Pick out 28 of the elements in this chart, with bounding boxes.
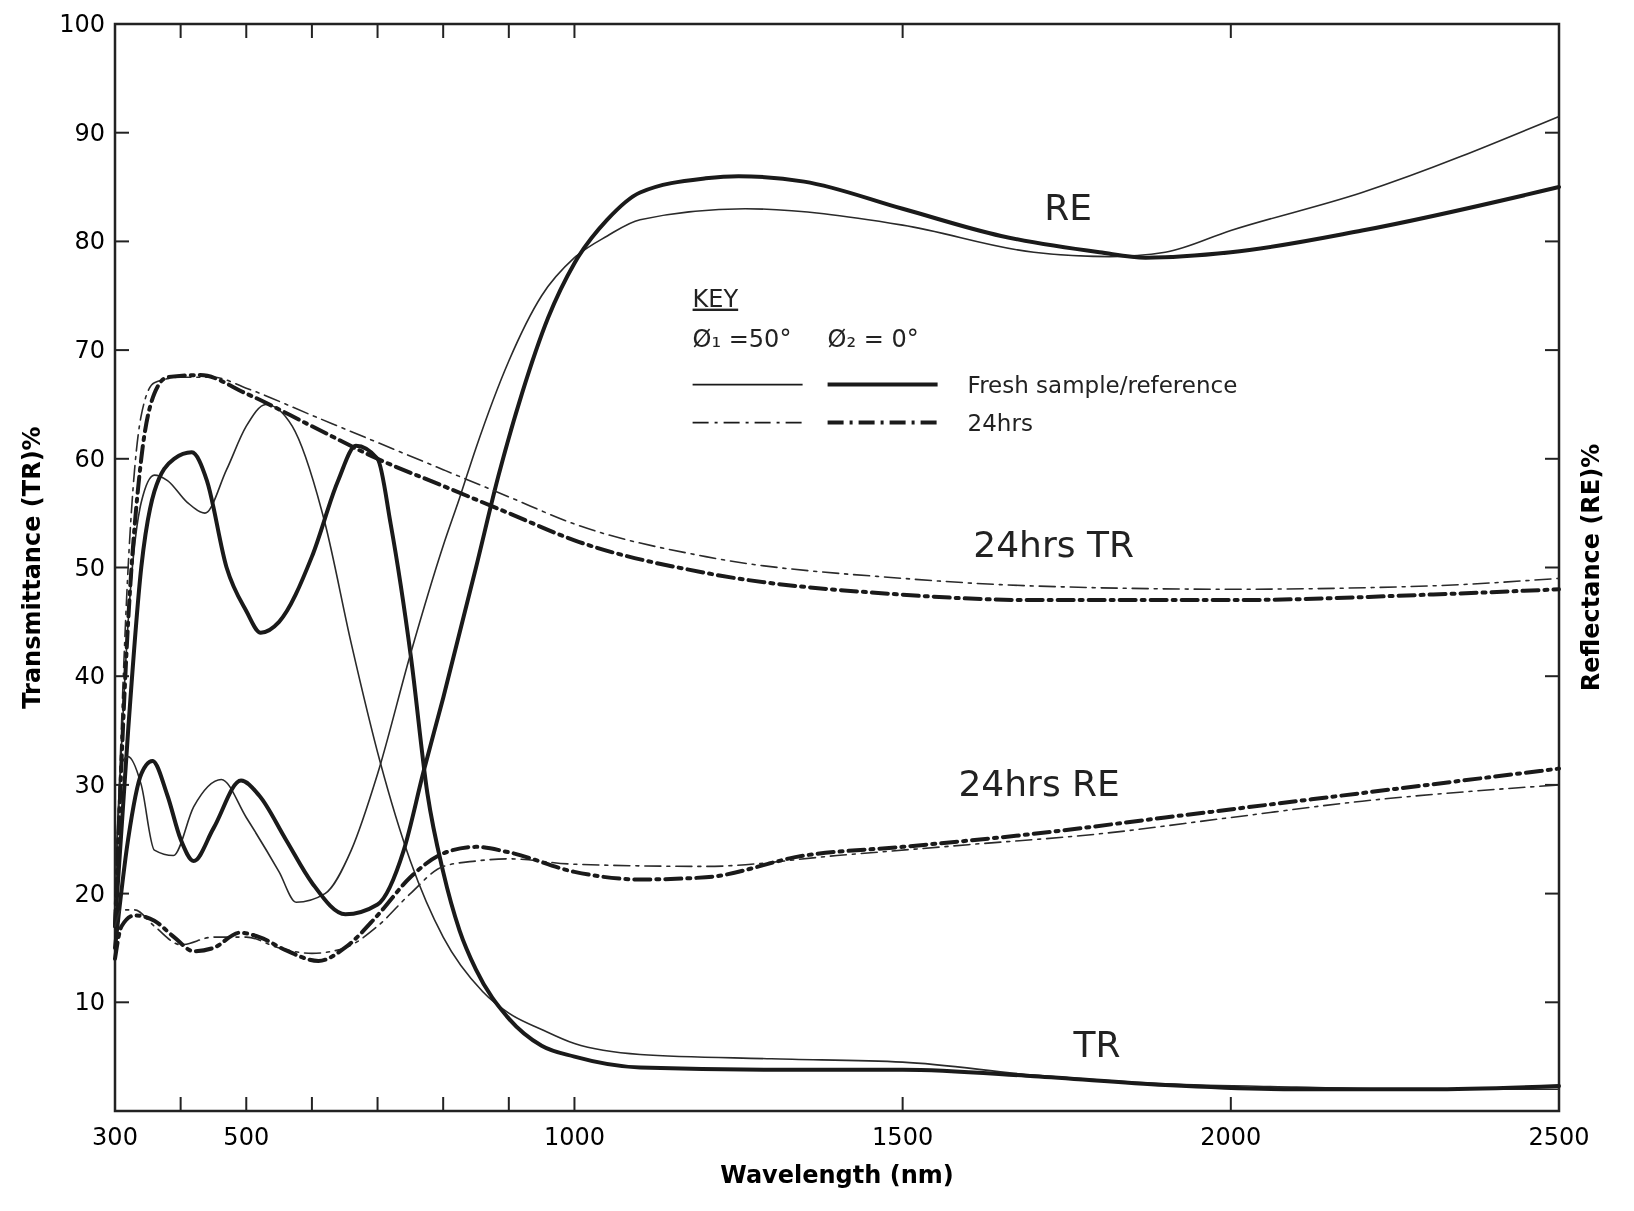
y-tick-label: 10 xyxy=(74,988,105,1017)
y-axis-title: Transmittance (TR)% xyxy=(18,426,46,709)
annotation: Fresh sample/reference xyxy=(967,371,1238,398)
y-tick-label: 100 xyxy=(59,10,105,38)
annotation: 24hrs TR xyxy=(973,523,1134,565)
annotation: Ø₁ =50° xyxy=(692,324,792,353)
annotation: Ø₂ = 0° xyxy=(827,324,919,353)
x-tick-label: 2000 xyxy=(1200,1123,1262,1151)
annotation: RE xyxy=(1044,186,1092,228)
x-tick-label: 1500 xyxy=(872,1123,934,1151)
x-axis-title: Wavelength (nm) xyxy=(720,1161,954,1189)
y-tick-label: 50 xyxy=(74,553,105,582)
y2-axis-title: Reflectance (RE)% xyxy=(1577,443,1605,692)
x-tick-label: 500 xyxy=(223,1123,270,1151)
x-tick-label: 1000 xyxy=(543,1123,605,1151)
annotation: KEY xyxy=(692,284,739,313)
x-tick-label: 2500 xyxy=(1528,1123,1590,1151)
annotation: 24hrs RE xyxy=(958,762,1120,804)
y-tick-label: 70 xyxy=(74,336,105,365)
annotation: 24hrs xyxy=(967,409,1033,436)
y-tick-label: 30 xyxy=(74,770,105,799)
x-tick-label: 300 xyxy=(92,1123,138,1151)
y-tick-label: 60 xyxy=(74,444,105,473)
y-tick-label: 80 xyxy=(74,227,105,256)
y-tick-label: 40 xyxy=(74,662,105,691)
y-tick-label: 20 xyxy=(74,879,105,908)
y-tick-label: 90 xyxy=(74,118,105,147)
annotation: TR xyxy=(1072,1023,1121,1065)
